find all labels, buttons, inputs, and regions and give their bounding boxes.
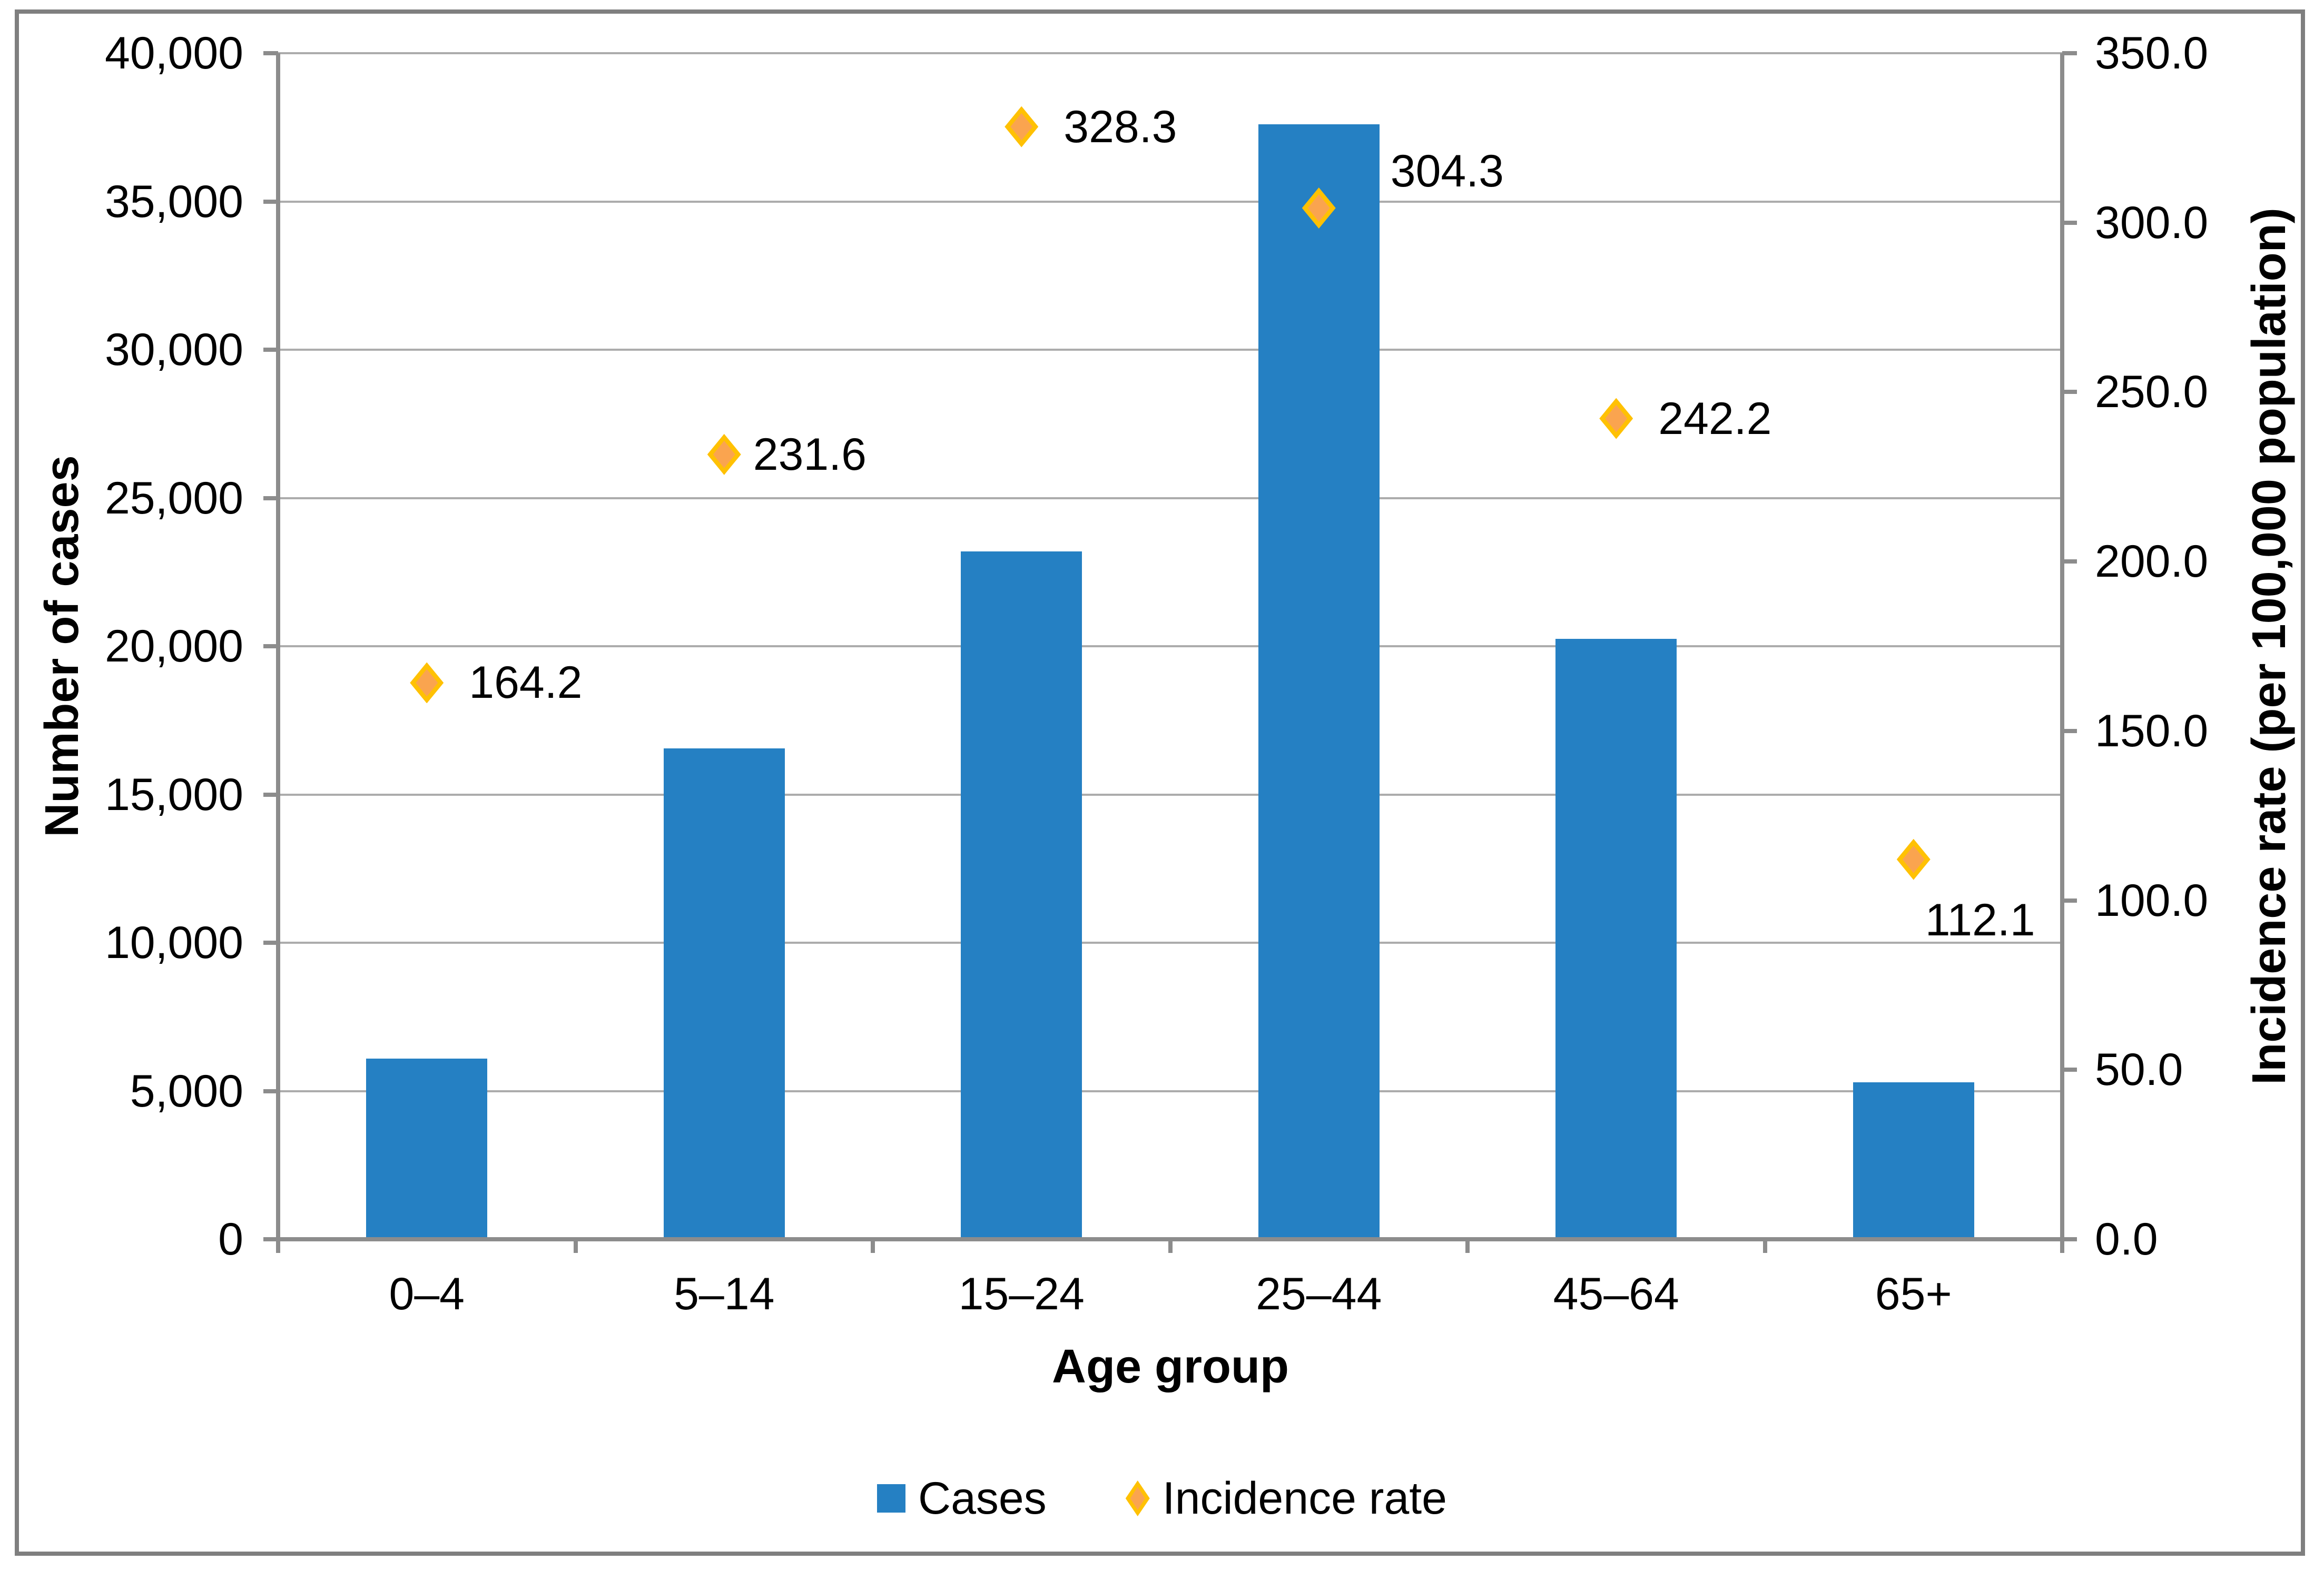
x-axis-tick	[1168, 1239, 1173, 1253]
left-axis-tick-label: 0	[218, 1214, 243, 1265]
right-axis-tick-label: 300.0	[2095, 197, 2209, 248]
right-axis-tick-label: 250.0	[2095, 367, 2209, 418]
incidence-diamond-icon	[1125, 1480, 1150, 1516]
left-axis-tick-label: 25,000	[104, 472, 243, 524]
left-axis-tick	[263, 941, 278, 945]
gridline	[278, 793, 2062, 796]
right-axis-tick-label: 350.0	[2095, 28, 2209, 78]
gridline	[278, 497, 2062, 499]
left-axis-tick	[263, 1237, 278, 1241]
left-axis-tick	[263, 199, 278, 204]
right-axis-tick-label: 100.0	[2095, 875, 2209, 926]
category-label-25–44: 25–44	[1256, 1269, 1382, 1319]
left-axis-tick-label: 5,000	[130, 1065, 243, 1117]
left-axis-tick-label: 20,000	[104, 621, 243, 672]
left-axis-title: Number of cases	[36, 455, 88, 837]
gridline	[278, 52, 2062, 54]
category-label-65+: 65+	[1875, 1269, 1952, 1319]
legend: Cases Incidence rate	[0, 1467, 2324, 1530]
right-axis-tick	[2062, 898, 2077, 903]
incidence-marker-fill	[1605, 404, 1628, 432]
incidence-marker-65+	[1896, 838, 1931, 880]
incidence-value-label: 242.2	[1658, 393, 1772, 444]
category-label-45–64: 45–64	[1553, 1269, 1679, 1319]
x-axis-tick	[2060, 1239, 2064, 1253]
bar-15–24	[961, 551, 1082, 1239]
incidence-value-label: 164.2	[469, 657, 583, 708]
right-axis-tick	[2062, 728, 2077, 733]
y-axis-left-line	[276, 53, 280, 1243]
left-axis-tick	[263, 496, 278, 500]
x-axis-tick	[871, 1239, 875, 1253]
right-axis-tick	[2062, 390, 2077, 394]
gridline	[278, 200, 2062, 203]
right-axis-tick	[2062, 220, 2077, 225]
bar-65+	[1853, 1082, 1974, 1239]
bar-5–14	[663, 748, 785, 1239]
incidence-marker-fill	[1902, 845, 1925, 873]
bar-0–4	[366, 1058, 488, 1239]
right-axis-tick	[2062, 1237, 2077, 1241]
right-axis-title: Incidence rate (per 100,000 population)	[2243, 208, 2296, 1085]
left-axis-tick	[263, 51, 278, 55]
right-axis-tick-label: 50.0	[2095, 1044, 2183, 1095]
category-label-15–24: 15–24	[958, 1269, 1085, 1319]
bar-45–64	[1555, 638, 1677, 1239]
legend-item-incidence: Incidence rate	[1125, 1473, 1447, 1525]
x-axis-tick	[573, 1239, 578, 1253]
bar-25–44	[1258, 124, 1380, 1239]
x-axis-title: Age group	[1052, 1340, 1289, 1393]
left-axis-tick-label: 40,000	[104, 28, 243, 78]
incidence-marker-fill	[1010, 113, 1033, 141]
incidence-marker-5–14	[707, 433, 741, 475]
y-axis-right-line	[2060, 53, 2064, 1243]
legend-cases-label: Cases	[918, 1473, 1047, 1524]
gridline	[278, 1090, 2062, 1092]
x-axis-tick	[1465, 1239, 1470, 1253]
gridline	[278, 349, 2062, 351]
incidence-marker-fill	[416, 669, 438, 697]
left-axis-tick	[263, 792, 278, 797]
right-axis-tick-label: 200.0	[2095, 536, 2209, 587]
incidence-value-label: 328.3	[1063, 101, 1177, 152]
incidence-marker-fill	[713, 440, 735, 468]
right-axis-tick	[2062, 559, 2077, 564]
left-axis-tick	[263, 348, 278, 352]
category-label-5–14: 5–14	[674, 1269, 775, 1319]
x-axis-tick	[276, 1239, 280, 1253]
right-axis-tick-label: 0.0	[2095, 1214, 2158, 1265]
left-axis-tick-label: 30,000	[104, 324, 243, 375]
incidence-value-label: 304.3	[1390, 146, 1504, 197]
right-axis-tick	[2062, 51, 2077, 55]
legend-incidence-label: Incidence rate	[1162, 1473, 1447, 1524]
incidence-value-label: 112.1	[1925, 894, 2035, 945]
left-axis-tick-label: 10,000	[104, 917, 243, 968]
gridline	[278, 942, 2062, 944]
category-label-0–4: 0–4	[389, 1269, 465, 1319]
incidence-marker-15–24	[1005, 106, 1039, 147]
right-axis-tick-label: 150.0	[2095, 705, 2209, 756]
cases-swatch-icon	[877, 1484, 905, 1513]
incidence-marker-45–64	[1599, 398, 1633, 439]
left-axis-tick	[263, 644, 278, 648]
incidence-value-label: 231.6	[753, 429, 866, 480]
gridline	[278, 645, 2062, 647]
incidence-marker-0–4	[410, 662, 444, 704]
x-axis-tick	[1762, 1239, 1767, 1253]
left-axis-tick	[263, 1089, 278, 1093]
incidence-diamond-fill	[1130, 1487, 1145, 1510]
left-axis-tick-label: 35,000	[104, 176, 243, 227]
legend-item-cases: Cases	[877, 1473, 1047, 1525]
incidence-marker-fill	[1307, 194, 1330, 222]
right-axis-tick	[2062, 1068, 2077, 1072]
left-axis-tick-label: 15,000	[104, 769, 243, 820]
